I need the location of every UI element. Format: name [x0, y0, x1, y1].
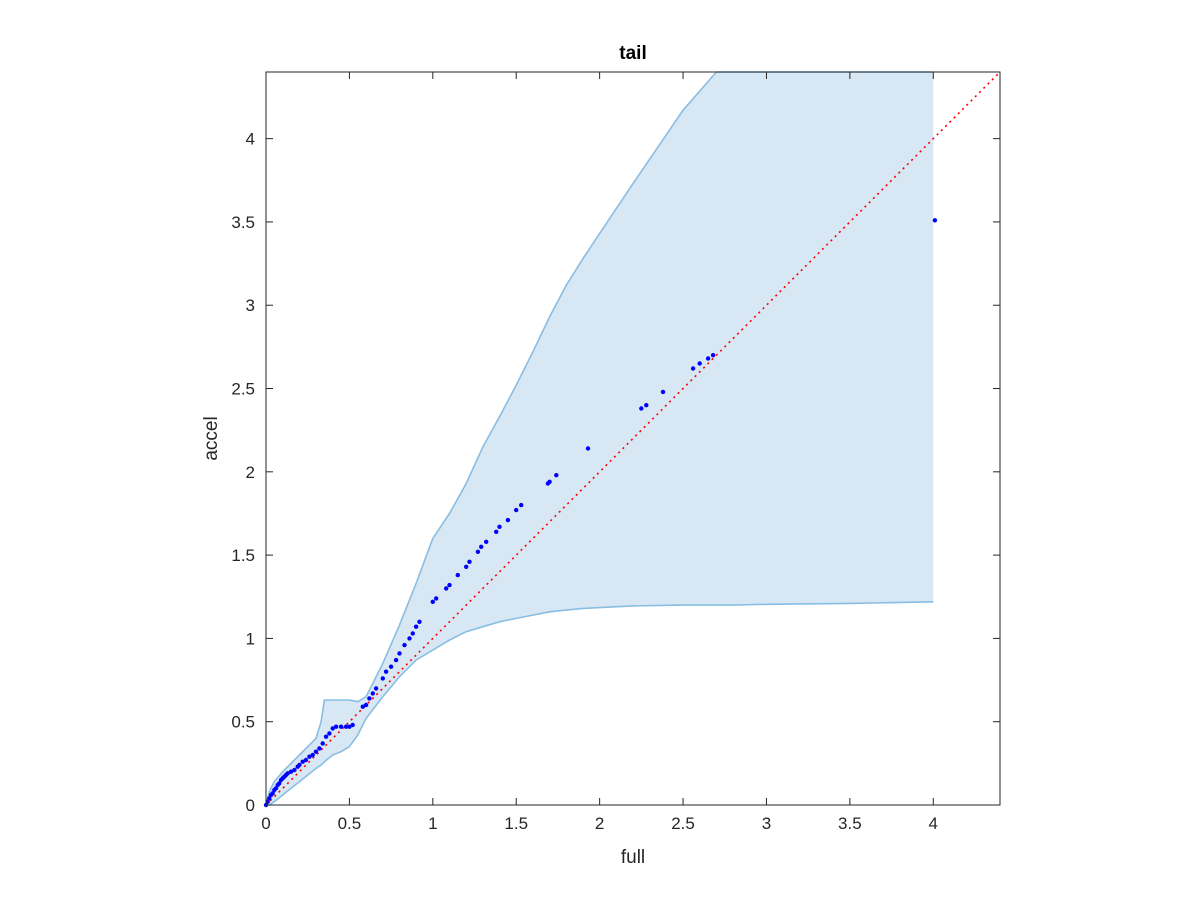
data-point — [479, 544, 484, 549]
data-point — [932, 218, 938, 223]
data-point — [292, 767, 297, 773]
data-point — [380, 676, 385, 681]
data-point — [644, 403, 649, 408]
data-point — [270, 791, 275, 796]
y-tick-label: 2 — [246, 463, 255, 482]
reference-line — [265, 71, 1001, 806]
data-point — [430, 599, 435, 604]
data-point — [585, 446, 591, 451]
y-tick-label: 2.5 — [231, 380, 255, 399]
data-point — [410, 631, 415, 636]
data-point — [323, 734, 329, 739]
data-point — [333, 724, 339, 729]
data-point — [484, 539, 489, 544]
data-point — [265, 799, 270, 804]
x-axis-ticks: 0 0.5 1 1.5 2 2.5 3 3.5 4 — [261, 72, 938, 833]
data-point — [455, 572, 460, 578]
data-point — [464, 564, 469, 569]
data-point — [444, 586, 449, 591]
y-tick-label: 1.5 — [231, 546, 255, 565]
data-point — [343, 724, 349, 729]
x-tick-label: 0 — [261, 814, 270, 833]
data-point — [639, 406, 644, 411]
chart-title: tail — [619, 43, 646, 64]
data-point — [277, 781, 282, 786]
confidence-band-fill — [266, 72, 934, 805]
data-point — [273, 786, 279, 791]
confidence-band-upper — [265, 71, 934, 806]
x-tick-label: 3 — [762, 814, 771, 833]
x-tick-label: 2 — [595, 814, 604, 833]
data-point — [367, 696, 372, 701]
data-point — [388, 664, 394, 669]
y-tick-label: 0 — [246, 796, 255, 815]
x-tick-label: 1 — [428, 814, 437, 833]
data-point — [660, 389, 666, 395]
data-point — [547, 479, 552, 484]
y-tick-label: 3.5 — [231, 213, 255, 232]
data-point — [338, 724, 344, 729]
x-tick-label: 2.5 — [671, 814, 695, 833]
data-point — [690, 366, 696, 371]
data-point — [494, 529, 499, 534]
data-point — [370, 691, 375, 696]
data-point — [300, 759, 305, 764]
data-point — [447, 582, 452, 588]
x-axis-label: full — [621, 847, 645, 868]
axes-box — [265, 71, 1001, 806]
x-tick-label: 3.5 — [838, 814, 862, 833]
data-point — [554, 473, 559, 478]
data-point — [505, 517, 511, 523]
y-axis-ticks: 0 0.5 1 1.5 2 2.5 3 3.5 4 — [231, 130, 1000, 815]
data-point — [313, 749, 319, 754]
data-point — [330, 726, 335, 731]
data-points-layer — [263, 218, 938, 808]
data-point — [497, 524, 502, 529]
data-point — [519, 502, 524, 508]
y-tick-label: 1 — [246, 629, 255, 648]
data-point — [402, 642, 407, 648]
data-point — [434, 596, 439, 601]
y-axis-label: accel — [201, 416, 222, 460]
data-point — [413, 624, 419, 629]
data-point — [320, 741, 325, 746]
data-point — [475, 549, 481, 554]
data-point — [363, 702, 369, 708]
confidence-band-lower — [266, 601, 934, 806]
data-point — [514, 507, 519, 513]
data-point — [285, 771, 290, 776]
x-tick-label: 0.5 — [338, 814, 362, 833]
data-point — [417, 619, 422, 624]
data-point — [307, 754, 312, 759]
x-tick-label: 4 — [929, 814, 938, 833]
data-point — [350, 722, 355, 728]
data-point — [360, 704, 365, 709]
y-tick-label: 3 — [246, 296, 255, 315]
confidence-band-layer — [265, 71, 934, 806]
data-point — [383, 669, 389, 674]
data-point — [317, 746, 322, 751]
data-point — [288, 769, 294, 774]
y-tick-label: 4 — [246, 130, 255, 149]
data-point — [303, 757, 309, 763]
data-point — [393, 657, 399, 663]
data-point — [267, 796, 272, 801]
data-point — [327, 731, 332, 736]
reference-line-layer — [265, 71, 1001, 806]
y-tick-label: 0.5 — [231, 713, 255, 732]
data-point — [697, 361, 702, 366]
data-point — [705, 356, 711, 361]
data-point — [297, 762, 302, 768]
data-point — [310, 752, 315, 758]
data-point — [373, 686, 379, 691]
data-point — [467, 559, 472, 564]
data-point — [397, 651, 402, 656]
data-point — [407, 636, 412, 641]
x-tick-label: 1.5 — [504, 814, 528, 833]
data-point — [710, 353, 716, 358]
data-point — [347, 724, 352, 729]
